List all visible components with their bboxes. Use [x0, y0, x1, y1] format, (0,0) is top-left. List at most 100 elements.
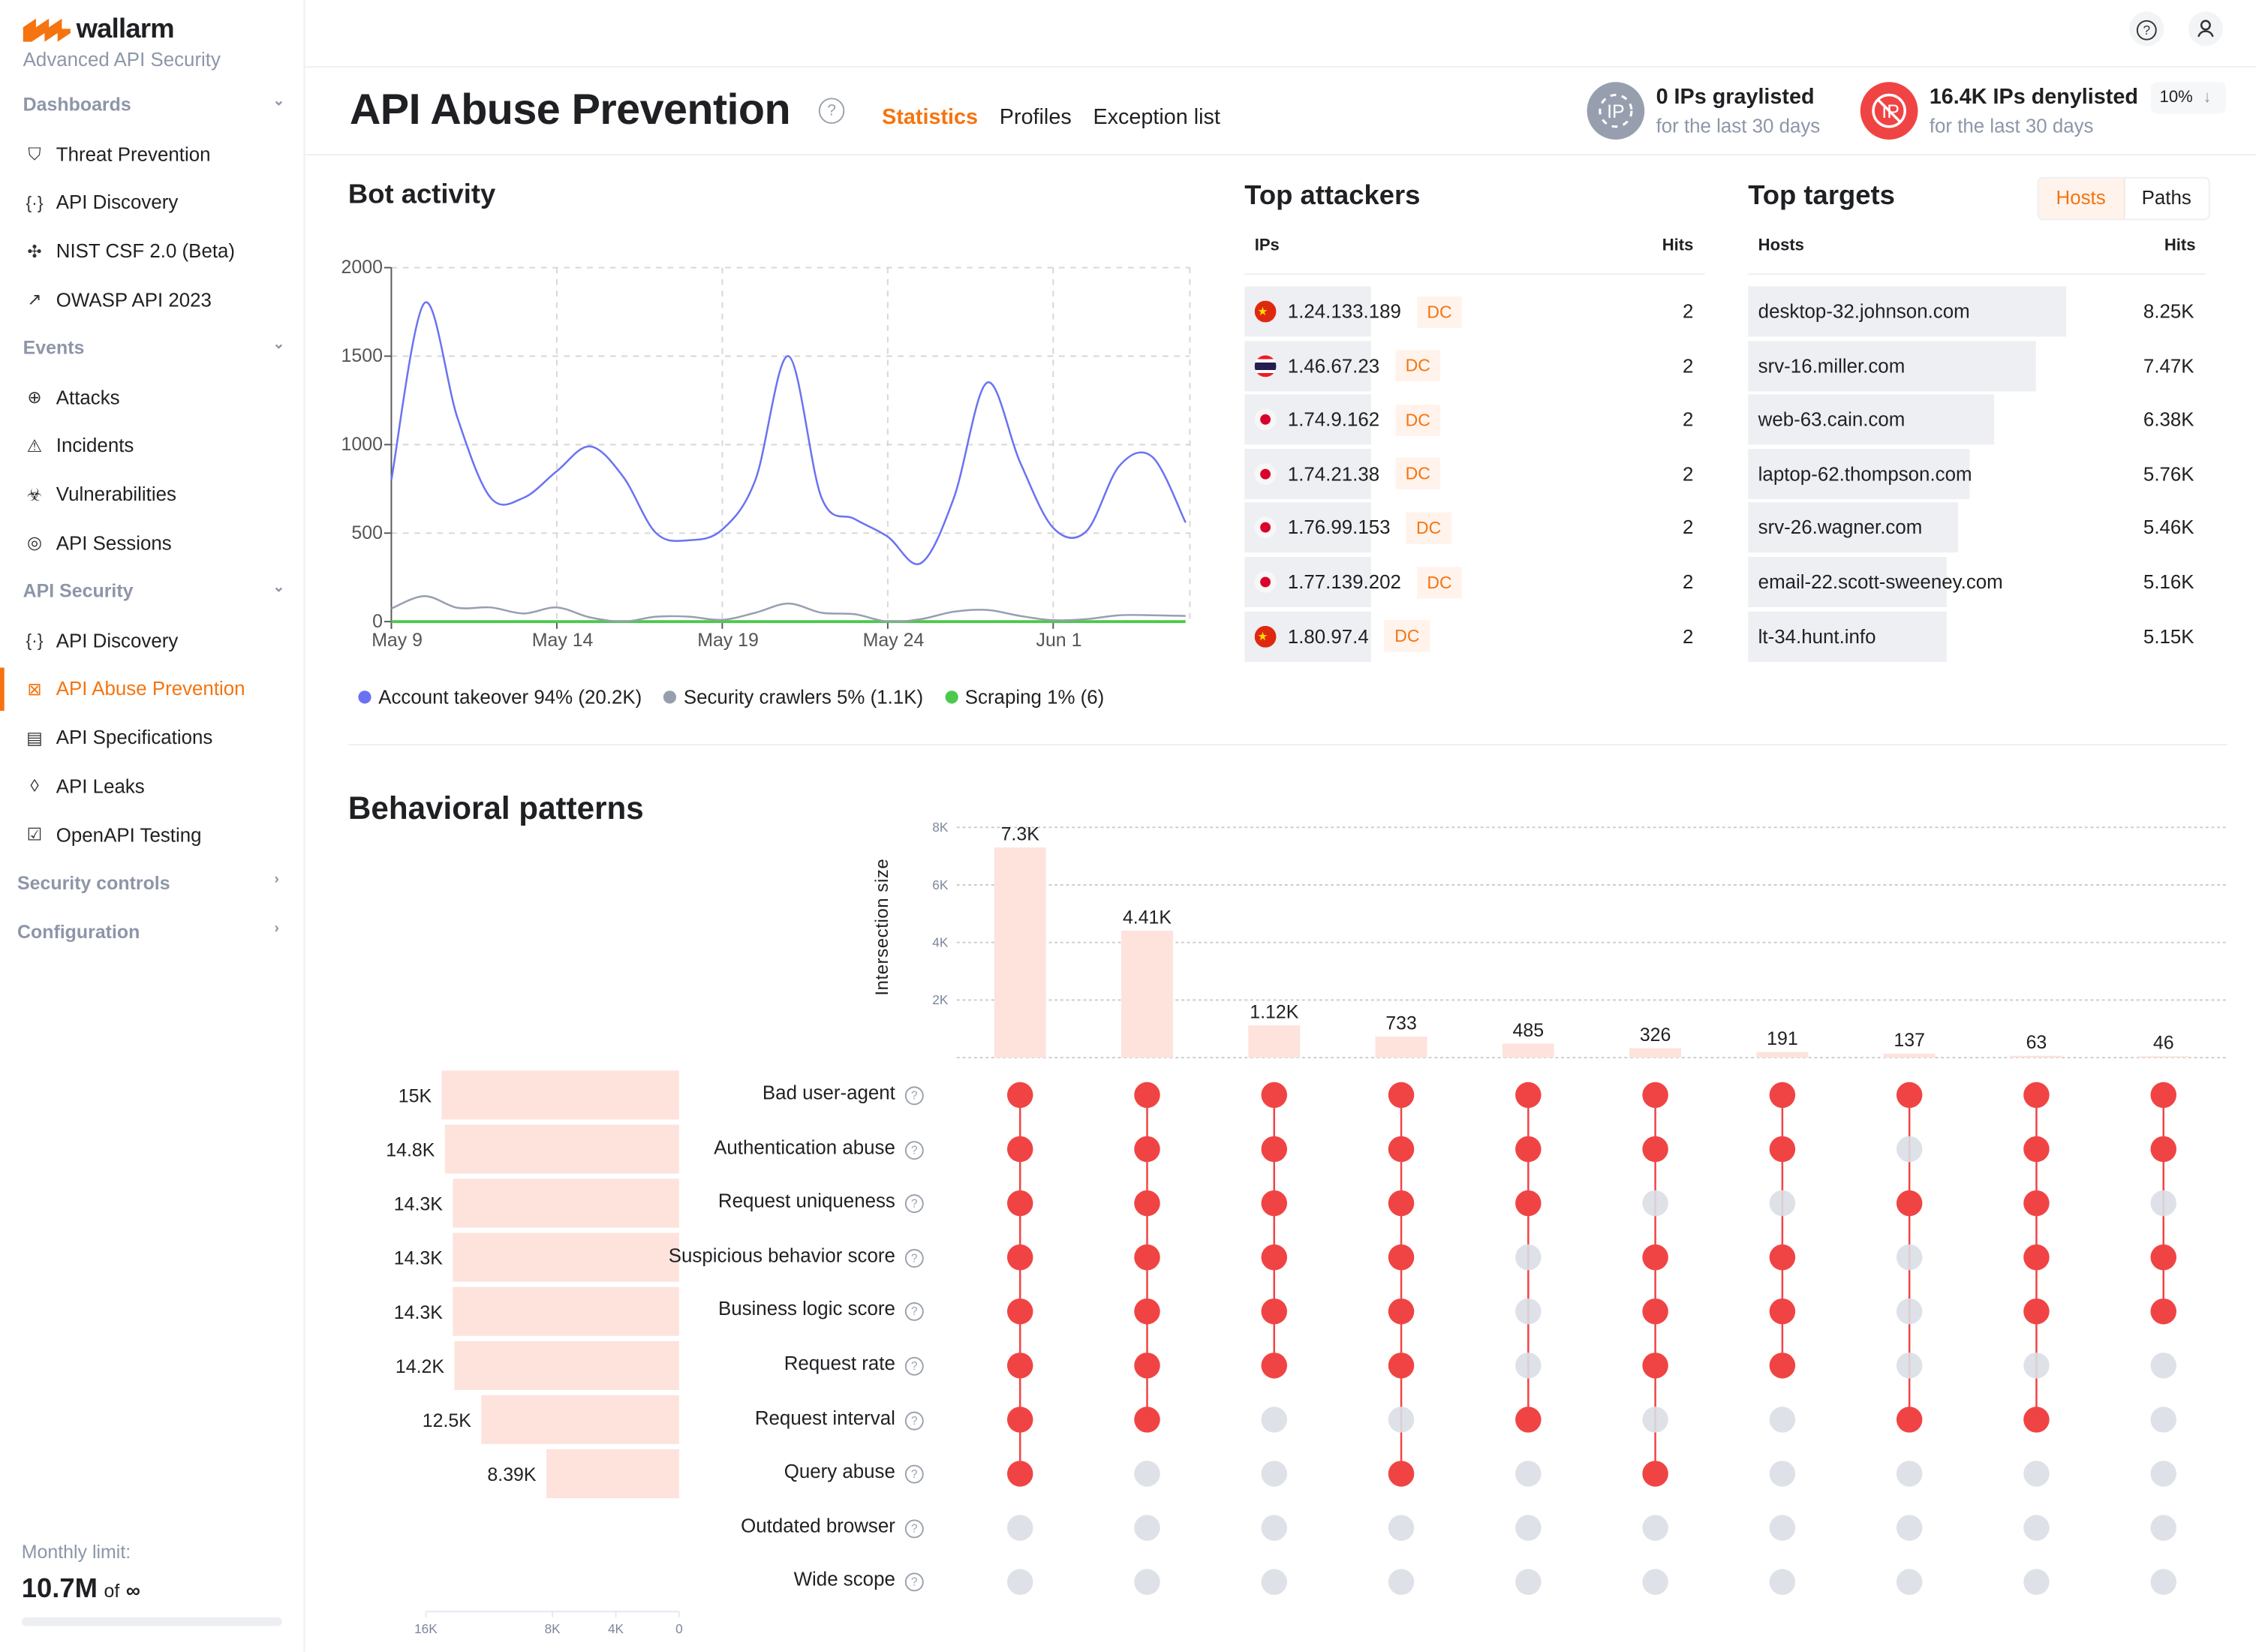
- set-size-bar[interactable]: [453, 1178, 679, 1228]
- sidebar-item-incidents[interactable]: ⚠ Incidents: [0, 424, 304, 468]
- tab-paths[interactable]: Paths: [2141, 187, 2191, 209]
- tab-exception-list[interactable]: Exception list: [1093, 104, 1220, 130]
- user-button[interactable]: [2188, 11, 2223, 47]
- tab-profiles[interactable]: Profiles: [999, 104, 1072, 130]
- intersection-bar[interactable]: [1248, 1025, 1301, 1058]
- intersection-bar[interactable]: [1756, 1052, 1809, 1058]
- set-nonmember-dot: [1896, 1569, 1923, 1595]
- help-icon[interactable]: ?: [904, 1519, 924, 1538]
- target-host[interactable]: laptop-62.thompson.com: [1758, 462, 1972, 485]
- attacker-row[interactable]: ★ 1.24.133.189 DC 2: [1244, 286, 1704, 337]
- help-icon[interactable]: ?: [904, 1410, 924, 1430]
- help-icon[interactable]: ?: [904, 1086, 924, 1106]
- set-member-dot: [1515, 1190, 1542, 1217]
- target-host[interactable]: srv-26.wagner.com: [1758, 516, 1923, 539]
- sidebar-section-configuration[interactable]: Configuration ›: [17, 921, 285, 943]
- hits-bar: [1748, 394, 1994, 445]
- set-size-label: 15K: [399, 1085, 432, 1106]
- attacker-row[interactable]: 1.74.21.38 DC 2: [1244, 448, 1704, 499]
- target-row[interactable]: laptop-62.thompson.com 5.76K: [1748, 448, 2206, 499]
- help-icon[interactable]: ?: [904, 1140, 924, 1160]
- help-icon[interactable]: ?: [904, 1248, 924, 1268]
- attacker-ip[interactable]: 1.46.67.23: [1287, 354, 1380, 377]
- intersection-bar[interactable]: [994, 847, 1046, 1058]
- set-member-dot: [2150, 1298, 2176, 1325]
- attacker-ip[interactable]: 1.80.97.4: [1287, 625, 1369, 647]
- help-icon[interactable]: ?: [904, 1302, 924, 1322]
- set-size-bar[interactable]: [453, 1286, 679, 1336]
- legend-item[interactable]: Security crawlers 5% (1.1K): [663, 686, 923, 708]
- legend-label: Scraping 1% (6): [964, 686, 1105, 709]
- attacker-row[interactable]: 1.77.139.202 DC 2: [1244, 556, 1704, 608]
- sidebar-section-security-controls[interactable]: Security controls ›: [17, 872, 285, 894]
- attacker-row[interactable]: 1.74.9.162 DC 2: [1244, 394, 1704, 445]
- target-row[interactable]: srv-26.wagner.com 5.46K: [1748, 502, 2206, 553]
- logo[interactable]: wallarm: [23, 14, 175, 46]
- target-row[interactable]: desktop-32.johnson.com 8.25K: [1748, 286, 2206, 337]
- sidebar-item-nist-csf-2-0-beta-[interactable]: ✣ NIST CSF 2.0 (Beta): [0, 230, 304, 273]
- set-label: Bad user-agent ?: [763, 1082, 924, 1106]
- set-size-bar[interactable]: [441, 1070, 679, 1120]
- intersection-bar[interactable]: [1375, 1036, 1427, 1058]
- attacker-ip[interactable]: 1.74.21.38: [1287, 462, 1380, 485]
- set-size-bar[interactable]: [481, 1395, 679, 1444]
- sidebar-section-api-security[interactable]: API Security ⌄: [23, 580, 291, 602]
- set-member-dot: [1261, 1082, 1288, 1109]
- sidebar-item-api-abuse-prevention[interactable]: ⊠ API Abuse Prevention: [0, 667, 304, 711]
- intersection-bar[interactable]: [2010, 1055, 2062, 1058]
- attacker-ip[interactable]: 1.24.133.189: [1287, 300, 1401, 323]
- set-size-bar[interactable]: [454, 1341, 679, 1390]
- sidebar-item-api-discovery[interactable]: {·} API Discovery: [0, 618, 304, 662]
- sidebar-item-api-leaks[interactable]: ◊ API Leaks: [0, 765, 304, 808]
- target-host[interactable]: srv-16.miller.com: [1758, 354, 1906, 377]
- help-icon[interactable]: ?: [904, 1194, 924, 1214]
- intersection-bar[interactable]: [1883, 1053, 1936, 1058]
- target-row[interactable]: web-63.cain.com 6.38K: [1748, 394, 2206, 445]
- target-hits: 8.25K: [2143, 300, 2194, 323]
- help-icon[interactable]: ?: [904, 1464, 924, 1484]
- tab-statistics[interactable]: Statistics: [882, 104, 979, 130]
- attacker-row[interactable]: 1.76.99.153 DC 2: [1244, 502, 1704, 553]
- denylist-change-badge: 10% ↓: [2151, 82, 2226, 114]
- legend-item[interactable]: Account takeover 94% (20.2K): [358, 686, 642, 708]
- set-nonmember-dot: [1769, 1461, 1796, 1487]
- attacker-row[interactable]: 1.46.67.23 DC 2: [1244, 340, 1704, 391]
- sidebar-section-dashboards[interactable]: Dashboards ⌄: [23, 94, 291, 116]
- help-icon[interactable]: ?: [904, 1356, 924, 1376]
- target-hits-column-header: Hits: [2164, 237, 2196, 255]
- limit-progress-bar: [21, 1617, 282, 1626]
- target-host[interactable]: lt-34.hunt.info: [1758, 625, 1876, 647]
- sidebar-item-api-specifications[interactable]: ▤ API Specifications: [0, 716, 304, 760]
- checklist-icon: ☑: [26, 824, 43, 845]
- target-host[interactable]: email-22.scott-sweeney.com: [1758, 571, 2003, 593]
- help-button[interactable]: ?: [2129, 11, 2164, 47]
- set-size-bar[interactable]: [444, 1124, 679, 1174]
- sidebar-item-openapi-testing[interactable]: ☑ OpenAPI Testing: [0, 814, 304, 857]
- attacker-row[interactable]: ★ 1.80.97.4 DC 2: [1244, 610, 1704, 662]
- sidebar-item-api-sessions[interactable]: ◎ API Sessions: [0, 522, 304, 565]
- legend-item[interactable]: Scraping 1% (6): [944, 686, 1105, 709]
- tab-hosts[interactable]: Hosts: [2038, 178, 2125, 219]
- target-row[interactable]: email-22.scott-sweeney.com 5.16K: [1748, 556, 2206, 608]
- target-row[interactable]: lt-34.hunt.info 5.15K: [1748, 610, 2206, 662]
- intersection-bar[interactable]: [1629, 1048, 1682, 1058]
- attacker-ip[interactable]: 1.77.139.202: [1287, 571, 1401, 593]
- target-host[interactable]: desktop-32.johnson.com: [1758, 300, 1970, 323]
- intersection-bar[interactable]: [1502, 1043, 1554, 1058]
- sidebar-item-vulnerabilities[interactable]: ☣ Vulnerabilities: [0, 473, 304, 516]
- sidebar-item-owasp-api-2023[interactable]: ↗ OWASP API 2023: [0, 278, 304, 322]
- target-host[interactable]: web-63.cain.com: [1758, 408, 1906, 431]
- set-size-bar[interactable]: [546, 1449, 679, 1499]
- set-size-bar[interactable]: [453, 1232, 679, 1282]
- attacker-ip[interactable]: 1.74.9.162: [1287, 408, 1380, 431]
- help-icon[interactable]: ?: [904, 1573, 924, 1593]
- intersection-bar[interactable]: [2137, 1056, 2190, 1058]
- sidebar-item-threat-prevention[interactable]: ⛉ Threat Prevention: [0, 132, 304, 176]
- title-help-icon[interactable]: ?: [818, 98, 845, 124]
- attacker-ip[interactable]: 1.76.99.153: [1287, 516, 1391, 539]
- sidebar-section-events[interactable]: Events ⌄: [23, 337, 291, 359]
- target-row[interactable]: srv-16.miller.com 7.47K: [1748, 340, 2206, 391]
- intersection-bar[interactable]: [1120, 930, 1174, 1058]
- sidebar-item-attacks[interactable]: ⊕ Attacks: [0, 375, 304, 419]
- sidebar-item-api-discovery[interactable]: {·} API Discovery: [0, 181, 304, 224]
